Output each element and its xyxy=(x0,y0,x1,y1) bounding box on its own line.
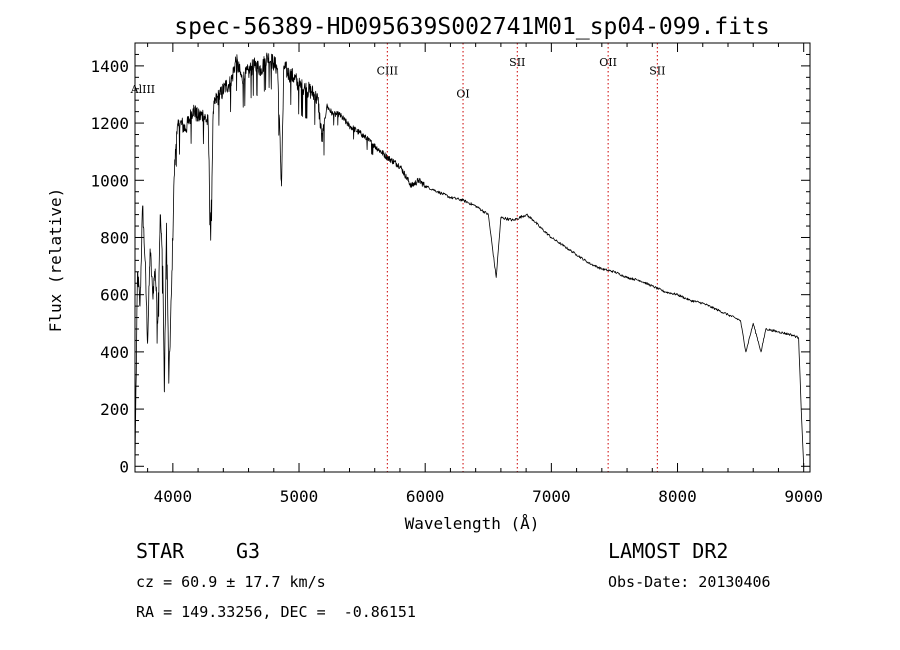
y-tick-label: 200 xyxy=(100,400,129,419)
y-axis-label: Flux (relative) xyxy=(46,188,65,333)
chart-title: spec-56389-HD095639S002741M01_sp04-099.f… xyxy=(174,14,769,40)
observation-date: Obs-Date: 20130406 xyxy=(608,573,771,591)
line-marker-label: OI xyxy=(456,87,469,100)
y-tick-label: 1000 xyxy=(90,171,129,190)
survey-name: LAMOST DR2 xyxy=(608,539,729,563)
y-tick-label: 800 xyxy=(100,228,129,247)
x-tick-label: 7000 xyxy=(532,487,571,506)
plot-frame xyxy=(134,42,811,473)
x-tick-label: 9000 xyxy=(784,487,823,506)
x-tick-label: 8000 xyxy=(658,487,697,506)
x-axis-label: Wavelength (Å) xyxy=(405,514,540,533)
spectrum-line xyxy=(134,52,805,467)
line-marker-label: SII xyxy=(509,56,525,69)
y-tick-label: 600 xyxy=(100,286,129,305)
x-tick-label: 4000 xyxy=(154,487,193,506)
line-marker-label: AlIII xyxy=(130,83,156,96)
spectral-subclass: G3 xyxy=(236,539,261,563)
y-tick-label: 0 xyxy=(119,457,129,476)
y-tick-label: 1400 xyxy=(90,57,129,76)
object-class: STAR xyxy=(136,539,185,563)
redshift-cz: cz = 60.9 ± 17.7 km/s xyxy=(136,573,326,591)
sky-coordinates: RA = 149.33256, DEC = -0.86151 xyxy=(136,603,416,621)
line-marker-label: OII xyxy=(599,56,617,69)
line-marker-label: CIII xyxy=(377,64,398,77)
y-tick-label: 400 xyxy=(100,343,129,362)
line-markers: AlIII CIII OI SII OII SII xyxy=(130,43,665,472)
line-marker-label: SII xyxy=(649,64,665,77)
plot-axes: 4000 5000 6000 7000 8000 9000 0 200 400 600 800 100… xyxy=(90,42,823,506)
x-tick-label: 5000 xyxy=(280,487,319,506)
y-tick-label: 1200 xyxy=(90,114,129,133)
spectrum-series xyxy=(134,52,805,467)
x-tick-label: 6000 xyxy=(406,487,445,506)
